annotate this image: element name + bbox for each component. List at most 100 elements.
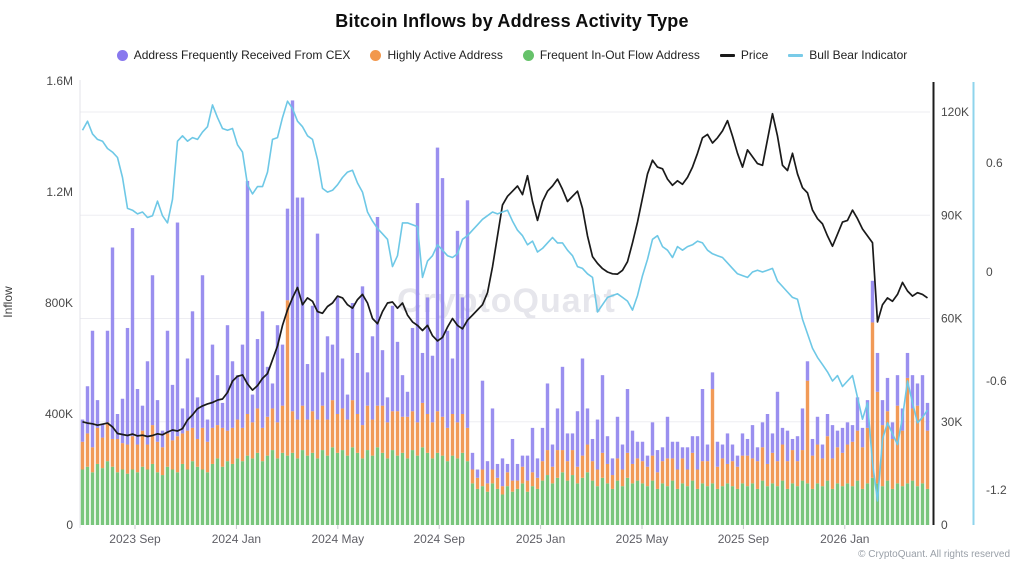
bar-cex-received [905,352,910,378]
bar-highly-active [770,452,775,484]
bar-highly-active [240,427,245,462]
legend-item-bull-bear[interactable]: Bull Bear Indicator [788,48,907,62]
bar-highly-active [480,469,485,487]
bar-inout-flow [480,486,485,525]
bar-cex-received [865,400,870,428]
bar-highly-active [270,408,275,451]
bar-cex-received [450,358,455,414]
bar-highly-active [595,469,600,487]
bar-inout-flow [425,452,430,525]
bar-inout-flow [100,468,105,525]
bar-highly-active [215,425,220,459]
legend-item-price[interactable]: Price [719,48,769,62]
bar-cex-received [830,425,835,459]
bar-inout-flow [570,475,575,525]
bar-cex-received [625,389,630,453]
bar-inout-flow [220,466,225,525]
bar-cex-received [535,458,540,478]
bar-inout-flow [705,486,710,525]
bar-highly-active [600,452,605,478]
bar-cex-received [640,441,645,462]
bar-cex-received [895,375,900,406]
bar-highly-active [290,411,295,453]
bar-highly-active [805,380,810,484]
bar-highly-active [210,427,215,464]
bar-cex-received [80,419,85,442]
legend-label: Price [740,48,769,62]
bar-cex-received [415,203,420,423]
bar-inout-flow [720,486,725,525]
bar-inout-flow [525,491,530,525]
indicator-tick-label: 0.6 [986,156,1003,170]
bar-highly-active [475,477,480,489]
bar-inout-flow [895,483,900,525]
bar-cex-received [260,311,265,428]
legend-item-in-out-flow[interactable]: Frequent In-Out Flow Address [522,48,700,62]
bar-cex-received [330,344,335,401]
bar-cex-received [125,327,130,445]
bar-inout-flow [590,480,595,525]
bar-highly-active [465,427,470,462]
bar-highly-active [855,430,860,481]
bar-highly-active [700,461,705,484]
bar-cex-received [230,361,235,428]
bar-highly-active [520,466,525,484]
bar-highly-active [460,414,465,453]
bar-inout-flow [555,477,560,525]
bar-inout-flow [225,461,230,525]
bar-inout-flow [210,463,215,525]
bar-highly-active [565,461,570,481]
bar-inout-flow [690,480,695,525]
bar-inout-flow [405,458,410,525]
bar-highly-active [740,455,745,484]
bar-cex-received [435,147,440,412]
bar-highly-active [245,414,250,456]
bar-highly-active [885,411,890,481]
bar-cex-received [150,275,155,426]
bar-inout-flow [700,483,705,525]
bar-cex-received [315,233,320,420]
bar-inout-flow [560,472,565,525]
bar-highly-active [165,433,170,467]
bar-inout-flow [875,483,880,525]
bar-inout-flow [615,480,620,525]
bar-cex-received [120,398,125,444]
bar-highly-active [790,450,795,484]
bar-inout-flow [675,488,680,525]
bar-cex-received [595,419,600,470]
bar-highly-active [140,430,145,467]
bar-inout-flow [890,488,895,525]
bar-inout-flow [245,455,250,525]
bar-inout-flow [845,483,850,525]
bar-inout-flow [620,486,625,525]
bar-inout-flow [530,486,535,525]
bar-cex-received [845,422,850,445]
bar-inout-flow [420,447,425,525]
bar-highly-active [560,450,565,473]
bar-inout-flow [90,472,95,525]
bar-cex-received [730,444,735,462]
bar-highly-active [675,469,680,489]
bar-cex-received [180,408,185,434]
bar-inout-flow [205,472,210,525]
bar-inout-flow [750,483,755,525]
bar-highly-active [280,405,285,453]
bar-highly-active [100,437,105,469]
bar-inout-flow [190,461,195,525]
legend-item-cex-received[interactable]: Address Frequently Received From CEX [116,48,350,62]
bar-highly-active [905,377,910,484]
bar-inout-flow [305,455,310,525]
bar-highly-active [95,427,100,464]
legend-item-highly-active[interactable]: Highly Active Address [370,48,503,62]
bar-cex-received [400,375,405,417]
bar-highly-active [405,416,410,459]
bar-inout-flow [385,458,390,525]
bar-highly-active [305,419,310,456]
bar-inout-flow [735,488,740,525]
bar-inout-flow [905,483,910,525]
bar-cex-received [155,400,160,442]
orange-dot-icon [370,49,382,61]
bar-highly-active [395,411,400,456]
bar-inout-flow [730,486,735,525]
